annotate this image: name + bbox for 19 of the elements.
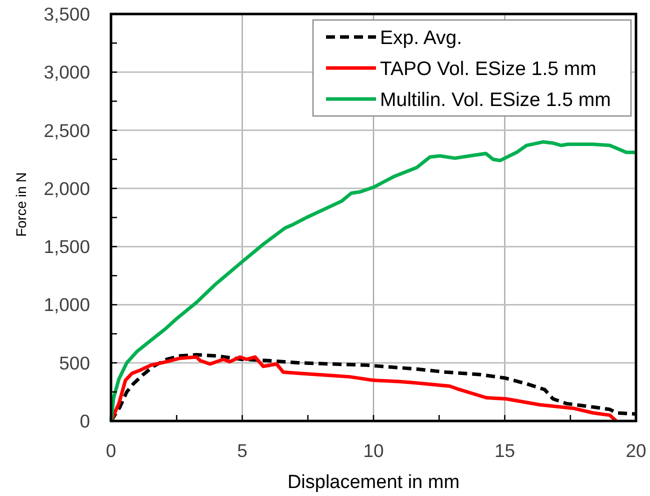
x-axis-title: Displacement in mm xyxy=(287,472,460,493)
y-tick-label: 2,500 xyxy=(44,120,90,141)
legend-label: TAPO Vol. ESize 1.5 mm xyxy=(380,58,596,80)
y-tick-label: 1,500 xyxy=(44,236,90,258)
legend-label: Exp. Avg. xyxy=(380,26,462,49)
x-tick-label: 0 xyxy=(106,440,116,461)
y-tick-label: 1,000 xyxy=(44,294,90,316)
line-series xyxy=(109,140,638,423)
y-axis-title: Force in N xyxy=(13,172,29,237)
x-tick-label: 5 xyxy=(237,440,248,461)
x-tick-label: 10 xyxy=(363,440,384,461)
y-tick-label: 3,500 xyxy=(44,3,90,24)
y-tick-label: 3,000 xyxy=(44,62,90,83)
x-tick-label: 15 xyxy=(494,440,516,461)
y-tick-label: 0 xyxy=(80,410,90,432)
y-tick-label: 500 xyxy=(59,352,90,374)
x-tick-label: 20 xyxy=(626,440,646,461)
legend-label: Multilin. Vol. ESize 1.5 mm xyxy=(380,88,611,111)
y-tick-label: 2,000 xyxy=(44,178,90,199)
